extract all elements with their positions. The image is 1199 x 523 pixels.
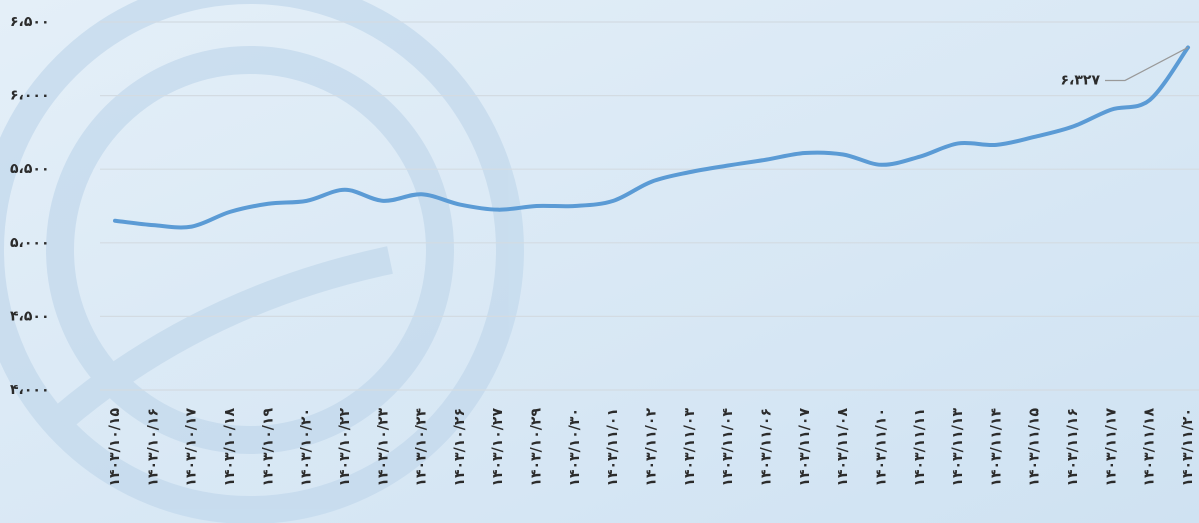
x-tick-label: ۱۴۰۳/۱۱/۱۵ — [1027, 408, 1043, 487]
watermark — [0, 0, 524, 523]
x-tick-label: ۱۴۰۳/۱۱/۱۱ — [912, 408, 928, 487]
x-tick-label: ۱۴۰۳/۱۰/۲۹ — [529, 408, 545, 487]
x-tick-label: ۱۴۰۳/۱۱/۰۳ — [682, 408, 698, 487]
x-tick-label: ۱۴۰۳/۱۱/۱۸ — [1142, 408, 1158, 487]
y-tick-label: ۵،۵۰۰ — [10, 161, 50, 177]
x-tick-label: ۱۴۰۳/۱۱/۰۴ — [720, 408, 736, 487]
x-tick-label: ۱۴۰۳/۱۰/۱۹ — [260, 408, 276, 487]
y-tick-label: ۶،۵۰۰ — [10, 14, 50, 30]
line — [113, 45, 1190, 230]
x-tick-label: ۱۴۰۳/۱۱/۱۰ — [873, 408, 889, 487]
x-tick-label: ۱۴۰۳/۱۱/۲۰ — [1180, 408, 1196, 487]
x-tick-label: ۱۴۰۳/۱۰/۲۳ — [375, 408, 391, 487]
x-tick-label: ۱۴۰۳/۱۱/۱۴ — [988, 408, 1004, 487]
x-tick-label: ۱۴۰۳/۱۱/۱۳ — [950, 408, 966, 487]
data-label: ۶،۳۲۷ — [1061, 72, 1101, 88]
x-tick-label: ۱۴۰۳/۱۱/۰۶ — [758, 408, 774, 487]
plot: ۴،۰۰۰ ۴،۵۰۰ ۵،۰۰۰ ۵،۵۰۰ ۶،۰۰۰ ۶،۵۰۰ ۱۴۰۳/۱۰/۱۵… — [10, 14, 1199, 487]
x-tick-label: ۱۴۰۳/۱۰/۲۶ — [452, 408, 468, 487]
x-tick-label: ۱۴۰۳/۱۰/۲۰ — [299, 408, 315, 487]
x-tick-label: ۱۴۰۳/۱۰/۳۰ — [567, 408, 583, 487]
x-tick-label: ۱۴۰۳/۱۱/۱۷ — [1103, 408, 1119, 487]
x-tick-label: ۱۴۰۳/۱۱/۰۱ — [605, 408, 621, 487]
y-tick-label: ۴،۵۰۰ — [10, 308, 50, 324]
x-tick-label: ۱۴۰۳/۱۱/۱۶ — [1065, 408, 1081, 487]
x-tick-label: ۱۴۰۳/۱۱/۰۲ — [644, 408, 660, 487]
x-tick-label: ۱۴۰۳/۱۰/۱۷ — [184, 408, 200, 487]
x-tick-label: ۱۴۰۳/۱۰/۱۵ — [107, 408, 123, 487]
x-tick-label: ۱۴۰۳/۱۰/۱۸ — [222, 408, 238, 487]
x-tick-label: ۱۴۰۳/۱۱/۰۷ — [797, 408, 813, 487]
y-tick-label: ۵،۰۰۰ — [10, 235, 50, 251]
x-tick-label: ۱۴۰۳/۱۰/۱۶ — [145, 408, 161, 487]
x-tick-label: ۱۴۰۳/۱۰/۲۲ — [337, 408, 353, 487]
x-tick-label: ۱۴۰۳/۱۰/۲۴ — [414, 408, 430, 487]
y-tick-label: ۶،۰۰۰ — [10, 88, 50, 104]
leader-line — [1105, 46, 1189, 82]
x-tick-label: ۱۴۰۳/۱۱/۰۸ — [835, 408, 851, 487]
x-tick-label: ۱۴۰۳/۱۰/۲۷ — [490, 408, 506, 487]
y-tick-label: ۴،۰۰۰ — [10, 382, 50, 398]
